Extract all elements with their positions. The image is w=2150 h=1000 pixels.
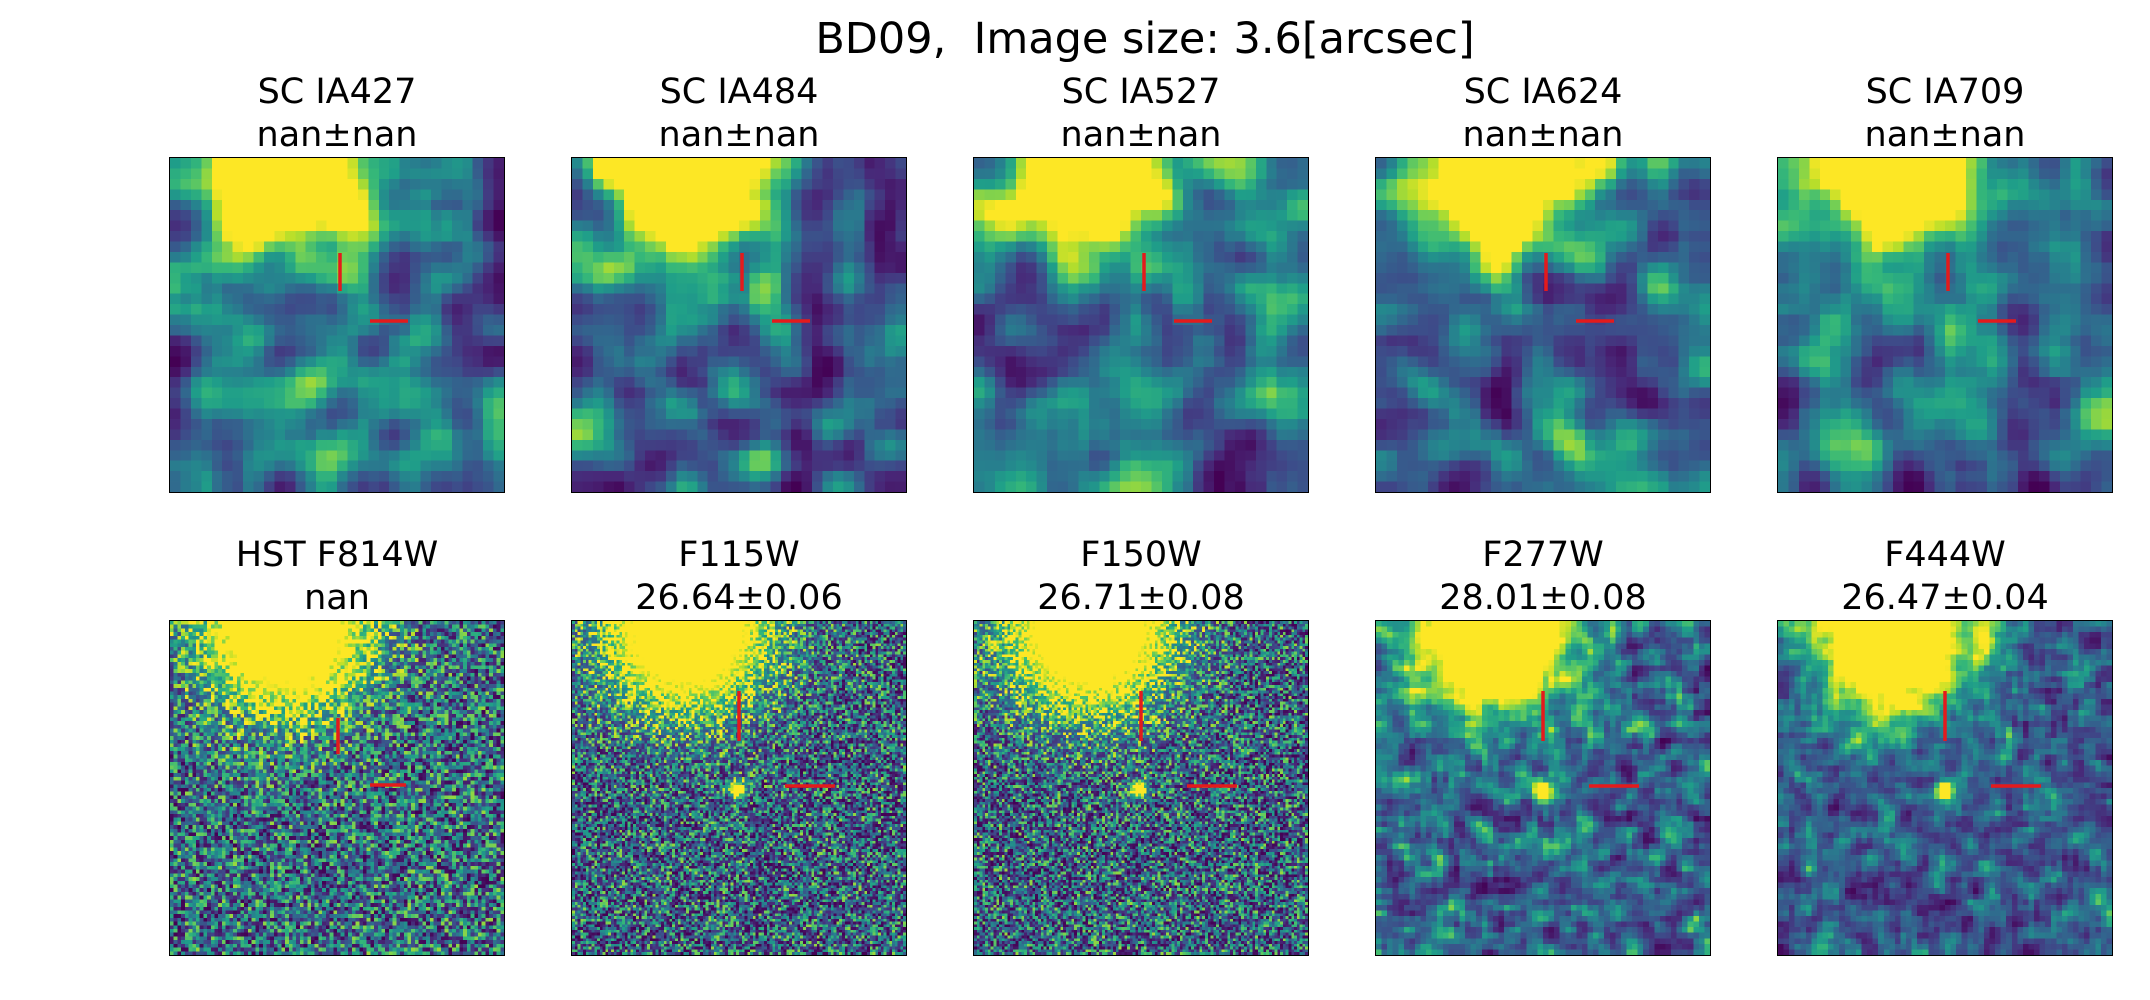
magnitude-label: nan±nan	[1462, 115, 1624, 155]
band-label: SC IA624	[1463, 72, 1623, 112]
magnitude-label: nan±nan	[1864, 115, 2026, 155]
cutout-image	[1777, 620, 2113, 956]
band-label: SC IA427	[257, 72, 417, 112]
cutout-image-pixels	[1778, 158, 2112, 492]
band-label: F444W	[1884, 535, 2006, 575]
cutout-image	[973, 157, 1309, 493]
cutout-image	[973, 620, 1309, 956]
crosshair-marker	[1544, 253, 1614, 323]
magnitude-label: 26.64±0.06	[635, 578, 843, 618]
crosshair-marker	[336, 718, 406, 787]
magnitude-label: 26.47±0.04	[1841, 578, 2049, 618]
cutout-image-pixels	[572, 158, 906, 492]
cutout-image	[169, 157, 505, 493]
cutout-image-pixels	[170, 621, 504, 955]
crosshair-marker	[1142, 253, 1212, 323]
panel-title: SC IA527 nan±nan	[913, 71, 1369, 157]
panel-title: SC IA427 nan±nan	[109, 71, 565, 157]
crosshair-marker	[1943, 691, 2041, 788]
panel-title: SC IA709 nan±nan	[1717, 71, 2150, 157]
magnitude-label: 28.01±0.08	[1439, 578, 1647, 618]
panel-title: F277W 28.01±0.08	[1315, 534, 1771, 620]
cutout-image	[1375, 620, 1711, 956]
cutout-image	[571, 157, 907, 493]
band-label: HST F814W	[235, 535, 439, 575]
band-label: SC IA484	[659, 72, 819, 112]
magnitude-label: nan±nan	[1060, 115, 1222, 155]
panel-title: HST F814W nan	[109, 534, 565, 620]
panel-title: F444W 26.47±0.04	[1717, 534, 2150, 620]
cutout-image	[571, 620, 907, 956]
cutout-image-pixels	[974, 158, 1308, 492]
figure-title: BD09, Image size: 3.6[arcsec]	[815, 14, 1475, 64]
cutout-image-pixels	[572, 621, 906, 955]
cutout-image-pixels	[1376, 621, 1710, 955]
cutout-image-pixels	[974, 621, 1308, 955]
band-label: F115W	[678, 535, 800, 575]
magnitude-label: nan±nan	[256, 115, 418, 155]
cutout-image	[1777, 157, 2113, 493]
panel-title: F115W 26.64±0.06	[511, 534, 967, 620]
panel-title: F150W 26.71±0.08	[913, 534, 1369, 620]
band-label: SC IA527	[1061, 72, 1221, 112]
panel-title: SC IA484 nan±nan	[511, 71, 967, 157]
cutout-image-pixels	[1778, 621, 2112, 955]
magnitude-label: nan±nan	[658, 115, 820, 155]
cutout-image	[1375, 157, 1711, 493]
band-label: F277W	[1482, 535, 1604, 575]
crosshair-marker	[1541, 691, 1639, 788]
magnitude-label: nan	[304, 578, 370, 618]
band-label: F150W	[1080, 535, 1202, 575]
panel-title: SC IA624 nan±nan	[1315, 71, 1771, 157]
crosshair-marker	[740, 253, 810, 323]
band-label: SC IA709	[1865, 72, 2025, 112]
cutout-image-pixels	[170, 158, 504, 492]
crosshair-marker	[1946, 253, 2016, 323]
cutout-image	[169, 620, 505, 956]
crosshair-marker	[338, 253, 408, 323]
cutout-image-pixels	[1376, 158, 1710, 492]
crosshair-marker	[737, 691, 835, 788]
magnitude-label: 26.71±0.08	[1037, 578, 1245, 618]
crosshair-marker	[1139, 691, 1237, 788]
